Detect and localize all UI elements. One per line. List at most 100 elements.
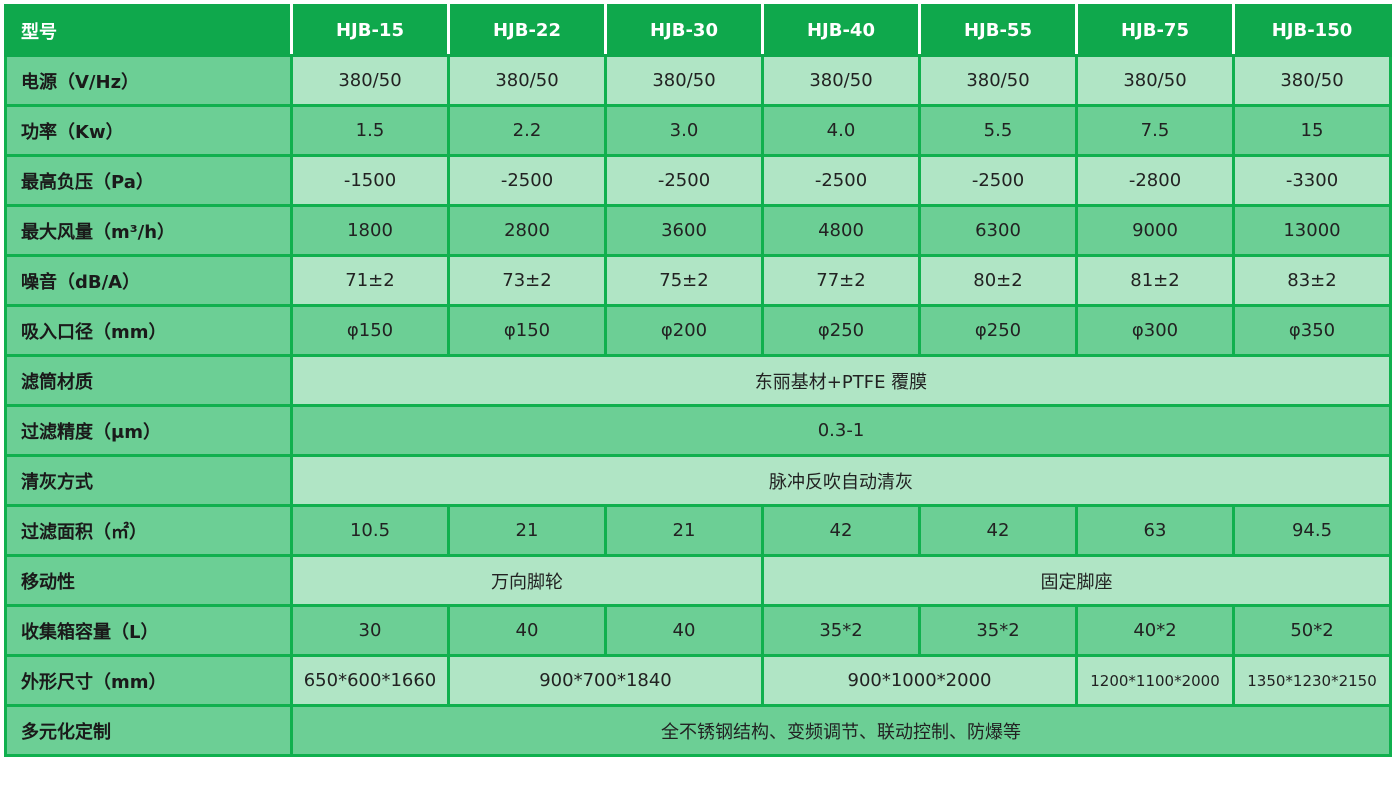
spec-cell: 50*2 [1232,604,1392,657]
spec-cell: 40 [604,604,764,657]
spec-cell: -2500 [604,154,764,207]
row-label: 最高负压（Pa） [4,154,293,207]
spec-cell: 80±2 [918,254,1078,307]
spec-cell: 21 [447,504,607,557]
spec-cell: 35*2 [918,604,1078,657]
model-header: HJB-15 [290,4,450,57]
spec-cell: -1500 [290,154,450,207]
row-label: 移动性 [4,554,293,607]
table-row: 最大风量（m³/h） 1800 2800 3600 4800 6300 9000 13000 [4,204,1392,257]
spec-cell: 21 [604,504,764,557]
header-label: 型号 [4,4,293,57]
spec-cell: 83±2 [1232,254,1392,307]
row-label: 清灰方式 [4,454,293,507]
spec-cell: 40*2 [1075,604,1235,657]
spec-cell: 75±2 [604,254,764,307]
table-row: 过滤面积（㎡） 10.5 21 21 42 42 63 94.5 [4,504,1392,557]
table-row: 电源（V/Hz） 380/50 380/50 380/50 380/50 380/50 38… [4,54,1392,107]
spec-cell: 3600 [604,204,764,257]
table-row: 外形尺寸（mm） 650*600*1660 900*700*1840 900*1000… [4,654,1392,707]
spec-cell: 4.0 [761,104,921,157]
spec-cell: 650*600*1660 [290,654,450,707]
spec-cell: 1200*1100*2000 [1075,654,1235,707]
spec-cell: 77±2 [761,254,921,307]
spec-cell: 5.5 [918,104,1078,157]
spec-cell: 380/50 [290,54,450,107]
spec-cell: 万向脚轮 [290,554,764,607]
model-header: HJB-40 [761,4,921,57]
spec-cell: 脉冲反吹自动清灰 [290,454,1392,507]
table-row: 噪音（dB/A） 71±2 73±2 75±2 77±2 80±2 81±2 83±2 [4,254,1392,307]
spec-cell: -3300 [1232,154,1392,207]
spec-cell: 10.5 [290,504,450,557]
table-row: 收集箱容量（L） 30 40 40 35*2 35*2 40*2 50*2 [4,604,1392,657]
spec-cell: 94.5 [1232,504,1392,557]
spec-cell: 380/50 [761,54,921,107]
table-row: 移动性 万向脚轮 固定脚座 [4,554,1392,607]
row-label: 外形尺寸（mm） [4,654,293,707]
spec-cell: φ300 [1075,304,1235,357]
row-label: 过滤面积（㎡） [4,504,293,557]
row-label: 电源（V/Hz） [4,54,293,107]
spec-cell: 全不锈钢结构、变频调节、联动控制、防爆等 [290,704,1392,757]
row-label: 噪音（dB/A） [4,254,293,307]
row-label: 多元化定制 [4,704,293,757]
row-label: 过滤精度（μm） [4,404,293,457]
row-label: 收集箱容量（L） [4,604,293,657]
table-row: 清灰方式 脉冲反吹自动清灰 [4,454,1392,507]
spec-cell: 81±2 [1075,254,1235,307]
model-header: HJB-75 [1075,4,1235,57]
spec-cell: 1.5 [290,104,450,157]
spec-cell: 1350*1230*2150 [1232,654,1392,707]
spec-cell: -2500 [447,154,607,207]
spec-cell: 380/50 [1232,54,1392,107]
spec-cell: 9000 [1075,204,1235,257]
spec-cell: φ150 [290,304,450,357]
row-label: 功率（Kw） [4,104,293,157]
row-label: 吸入口径（mm） [4,304,293,357]
table-row: 多元化定制 全不锈钢结构、变频调节、联动控制、防爆等 [4,704,1392,757]
spec-cell: 15 [1232,104,1392,157]
spec-cell: φ250 [761,304,921,357]
spec-cell: 380/50 [918,54,1078,107]
spec-cell: 3.0 [604,104,764,157]
header-row: 型号 HJB-15 HJB-22 HJB-30 HJB-40 HJB-55 HJB-75 H… [4,4,1392,57]
spec-cell: 40 [447,604,607,657]
spec-cell: 东丽基材+PTFE 覆膜 [290,354,1392,407]
spec-cell: 1800 [290,204,450,257]
spec-cell: φ150 [447,304,607,357]
spec-cell: 4800 [761,204,921,257]
model-header: HJB-150 [1232,4,1392,57]
model-header: HJB-55 [918,4,1078,57]
spec-cell: 900*700*1840 [447,654,764,707]
table-row: 过滤精度（μm） 0.3-1 [4,404,1392,457]
spec-cell: 2.2 [447,104,607,157]
spec-cell: 42 [918,504,1078,557]
table-row: 功率（Kw） 1.5 2.2 3.0 4.0 5.5 7.5 15 [4,104,1392,157]
spec-cell: 2800 [447,204,607,257]
row-label: 滤筒材质 [4,354,293,407]
spec-cell: 71±2 [290,254,450,307]
spec-cell: 30 [290,604,450,657]
model-header: HJB-30 [604,4,764,57]
spec-cell: 42 [761,504,921,557]
table-row: 最高负压（Pa） -1500 -2500 -2500 -2500 -2500 -2800 -3… [4,154,1392,207]
spec-cell: 380/50 [604,54,764,107]
spec-table: 型号 HJB-15 HJB-22 HJB-30 HJB-40 HJB-55 HJB-75 H… [4,4,1392,757]
spec-cell: 7.5 [1075,104,1235,157]
table-row: 滤筒材质 东丽基材+PTFE 覆膜 [4,354,1392,407]
spec-cell: -2800 [1075,154,1235,207]
spec-cell: 900*1000*2000 [761,654,1078,707]
row-label: 最大风量（m³/h） [4,204,293,257]
spec-cell: φ250 [918,304,1078,357]
spec-cell: 380/50 [1075,54,1235,107]
table-row: 吸入口径（mm） φ150 φ150 φ200 φ250 φ250 φ300 φ350 [4,304,1392,357]
spec-cell: 固定脚座 [761,554,1392,607]
spec-cell: 13000 [1232,204,1392,257]
spec-cell: 380/50 [447,54,607,107]
spec-cell: 0.3-1 [290,404,1392,457]
spec-cell: 73±2 [447,254,607,307]
spec-cell: -2500 [918,154,1078,207]
spec-cell: -2500 [761,154,921,207]
spec-cell: 63 [1075,504,1235,557]
